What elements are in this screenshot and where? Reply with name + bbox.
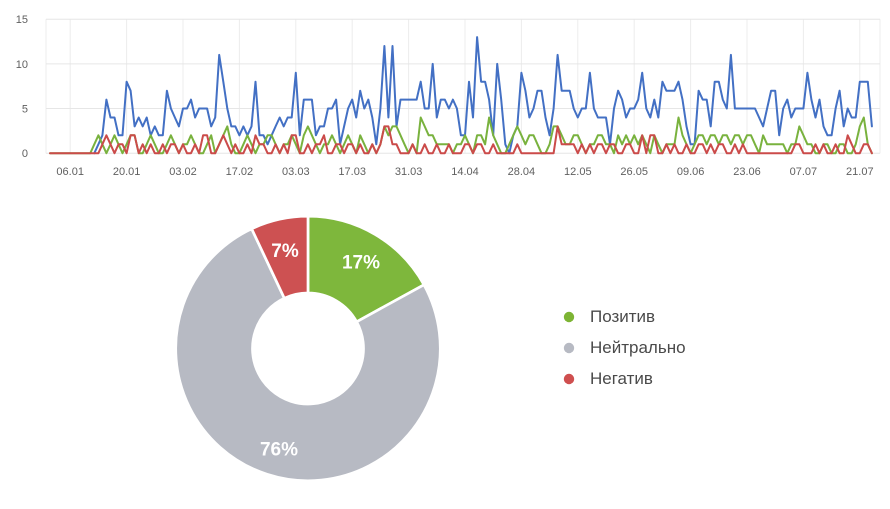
svg-text:26.05: 26.05	[620, 166, 648, 178]
svg-text:23.06: 23.06	[733, 166, 761, 178]
svg-text:17.03: 17.03	[338, 166, 366, 178]
svg-text:7%: 7%	[271, 241, 299, 262]
svg-text:10: 10	[16, 59, 28, 71]
svg-text:76%: 76%	[260, 440, 298, 461]
svg-text:06.01: 06.01	[56, 166, 84, 178]
svg-text:Негатив: Негатив	[590, 369, 653, 388]
svg-text:14.04: 14.04	[451, 166, 479, 178]
svg-text:Нейтрально: Нейтрально	[590, 338, 686, 357]
svg-text:20.01: 20.01	[113, 166, 141, 178]
svg-text:03.03: 03.03	[282, 166, 310, 178]
svg-text:21.07: 21.07	[846, 166, 874, 178]
svg-text:Позитив: Позитив	[590, 307, 655, 326]
svg-text:5: 5	[22, 104, 28, 116]
svg-text:03.02: 03.02	[169, 166, 197, 178]
svg-text:12.05: 12.05	[564, 166, 592, 178]
svg-text:07.07: 07.07	[790, 166, 818, 178]
svg-text:17.02: 17.02	[226, 166, 254, 178]
svg-text:0: 0	[22, 148, 28, 160]
svg-text:28.04: 28.04	[508, 166, 536, 178]
svg-text:31.03: 31.03	[395, 166, 423, 178]
svg-text:15: 15	[16, 14, 28, 26]
svg-text:09.06: 09.06	[677, 166, 705, 178]
svg-text:17%: 17%	[342, 253, 380, 274]
